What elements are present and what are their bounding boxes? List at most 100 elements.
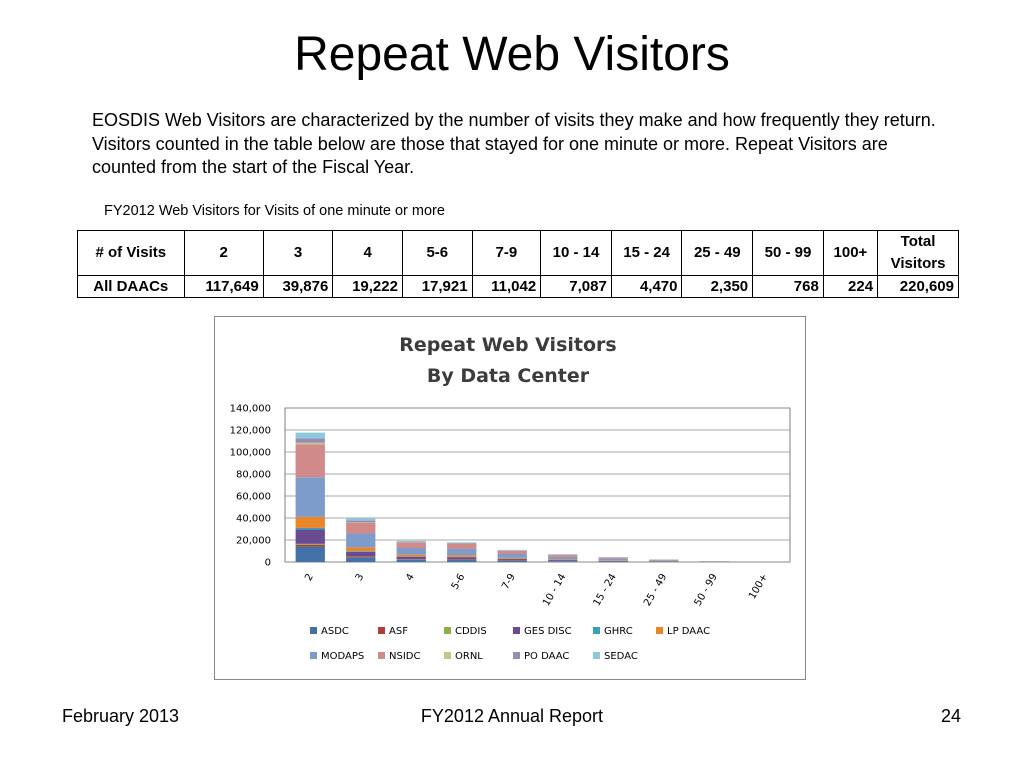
header-cell: 15 - 24 [610, 230, 683, 276]
page-number: 24 [941, 706, 962, 726]
bar-segment [396, 559, 426, 562]
bars [295, 432, 780, 562]
value-cell: 19,222 [332, 275, 403, 298]
value-cell: 11,042 [471, 275, 542, 298]
legend-swatch [444, 652, 451, 659]
y-tick-label: 120,000 [230, 426, 271, 437]
total-value-cell: 220,609 [877, 275, 959, 298]
bar-segment [346, 547, 376, 552]
value-cell: 39,876 [262, 275, 334, 298]
bar-segment [396, 541, 426, 543]
value-cell: 768 [752, 275, 824, 298]
bar-segment [447, 543, 477, 544]
slide-title: Repeat Web Visitors [294, 28, 730, 81]
legend-swatch [378, 627, 385, 634]
total-header-line2: Visitors [890, 255, 946, 272]
legend-swatch [593, 627, 600, 634]
bar-segment [548, 559, 578, 560]
bar-segment [295, 544, 325, 547]
legend-swatch [593, 652, 600, 659]
y-tick-label: 100,000 [230, 448, 271, 459]
bar-segment [346, 551, 376, 552]
x-tick-label: 4 [404, 572, 417, 583]
header-cell: 100+ [822, 230, 879, 276]
chart-container: Repeat Web Visitors By Data Center 0 20,0… [214, 316, 806, 680]
bar-segment [346, 518, 376, 521]
bar-segment [346, 557, 376, 558]
bar-segment [548, 561, 578, 562]
legend-swatch [310, 627, 317, 634]
bar-segment [346, 520, 376, 523]
table-corner-cell: # of Visits [77, 230, 185, 276]
legend-label: LP DAAC [667, 626, 710, 637]
bar-segment [447, 543, 477, 549]
header-cell: 2 [183, 230, 264, 276]
x-tick-label: 15 - 24 [592, 572, 619, 608]
bar-segment [346, 551, 376, 557]
bar-segment [396, 554, 426, 557]
header-cell: 3 [262, 230, 334, 276]
x-tick-label: 3 [354, 572, 367, 583]
total-header-cell: Total Visitors [877, 230, 959, 276]
bar-segment [396, 548, 426, 555]
stacked-bar-chart: Repeat Web Visitors By Data Center 0 20,0… [230, 334, 791, 662]
x-tick-label: 100+ [747, 572, 770, 601]
bar-segment [295, 438, 325, 443]
y-axis-ticks: 0 20,000 40,000 60,000 80,000 100,000 120,000 1… [230, 404, 271, 569]
value-cell: 17,921 [401, 275, 473, 298]
legend-label: GHRC [604, 626, 633, 637]
footer-report-title: FY2012 Annual Report [420, 706, 604, 726]
bar-segment [295, 543, 325, 545]
intro-paragraph: EOSDIS Web Visitors are characterized by… [92, 110, 936, 177]
header-cell: 4 [332, 230, 403, 276]
bar-segment [396, 556, 426, 560]
legend-label: ORNL [455, 651, 483, 662]
legend-label: ASF [389, 626, 408, 637]
y-tick-label: 40,000 [236, 514, 271, 525]
chart-title-line1: Repeat Web Visitors [399, 334, 616, 356]
bar-segment [295, 442, 325, 445]
legend-label: ASDC [321, 626, 349, 637]
value-cell: 224 [822, 275, 879, 298]
bar-segment [497, 557, 527, 559]
y-tick-label: 20,000 [236, 536, 271, 547]
legend-swatch [378, 652, 385, 659]
bar-segment [598, 557, 628, 559]
bar-segment [497, 560, 527, 562]
value-cell: 7,087 [540, 275, 612, 298]
legend-label: SEDAC [604, 651, 638, 662]
bar-segment [497, 550, 527, 555]
bar-segment [346, 522, 376, 523]
y-tick-label: 60,000 [236, 492, 271, 503]
bar-segment [447, 548, 477, 556]
bar-segment [447, 555, 477, 557]
visits-table: # of Visits 2 3 4 5-6 7-9 10 - 14 15 - 2… [77, 230, 959, 298]
legend-swatch [656, 627, 663, 634]
legend-swatch [310, 652, 317, 659]
bar-segment [295, 529, 325, 544]
value-cell: 4,470 [610, 275, 683, 298]
header-cell: 5-6 [401, 230, 473, 276]
bar-segment [598, 560, 628, 562]
legend-swatch [513, 627, 520, 634]
y-tick-label: 80,000 [236, 470, 271, 481]
bar-segment [497, 559, 527, 561]
legend-label: GES DISC [524, 626, 572, 637]
table-header-row: # of Visits 2 3 4 5-6 7-9 10 - 14 15 - 2… [77, 230, 959, 276]
legend-label: PO DAAC [524, 651, 569, 662]
bar-segment [548, 560, 578, 562]
bar-segment [649, 559, 679, 561]
x-tick-label: 25 - 49 [642, 572, 669, 608]
legend-label: CDDIS [455, 626, 487, 637]
legend-swatch [513, 652, 520, 659]
bar-segment [447, 557, 477, 560]
total-header-line1: Total [900, 233, 936, 250]
table-caption: FY2012 Web Visitors for Visits of one mi… [104, 203, 445, 219]
legend-label: NSIDC [389, 651, 420, 662]
value-cell: 117,649 [183, 275, 264, 298]
x-tick-label: 2 [303, 572, 316, 583]
chart-title-line2: By Data Center [427, 365, 590, 387]
legend-label: MODAPS [321, 651, 364, 662]
bar-segment [295, 527, 325, 530]
bar-segment [346, 522, 376, 534]
